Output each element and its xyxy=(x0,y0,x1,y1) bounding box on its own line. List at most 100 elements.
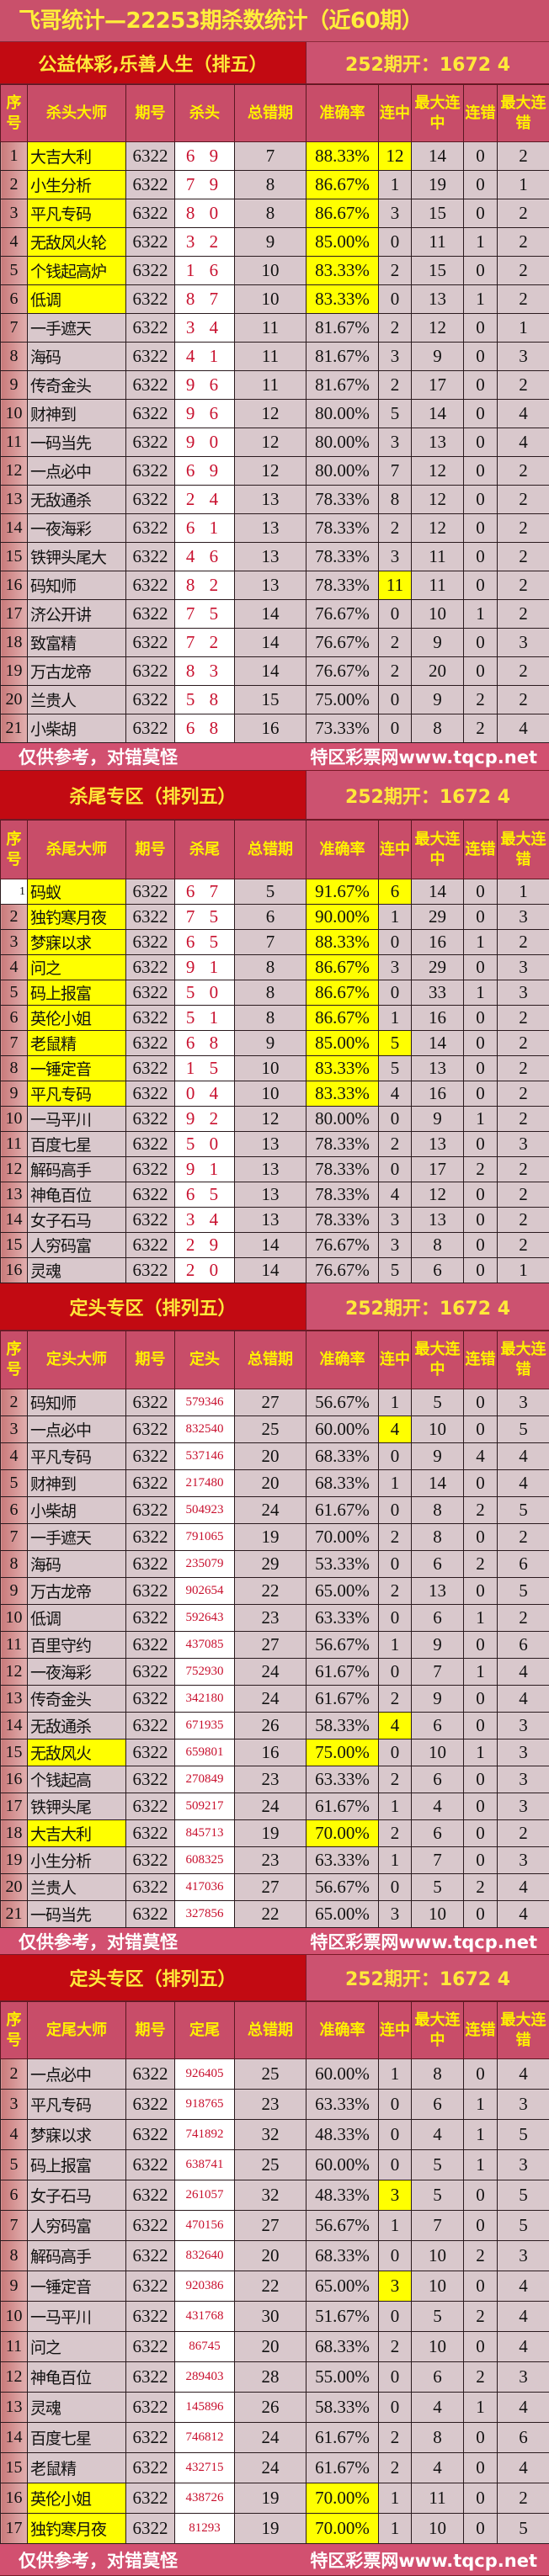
cell-kill-number: 86745 xyxy=(175,2332,235,2362)
cell-max-streak-miss: 2 xyxy=(498,1031,549,1056)
cell-max-streak-miss: 2 xyxy=(498,371,549,400)
column-header-total-errors: 总错期 xyxy=(235,1331,306,1389)
cell-issue: 6322 xyxy=(126,1713,175,1739)
cell-streak-miss: 2 xyxy=(464,2362,498,2393)
cell-total-errors: 14 xyxy=(235,1233,306,1258)
cell-streak-miss: 0 xyxy=(464,343,498,371)
column-header-kill-number: 定尾 xyxy=(175,2002,235,2059)
cell-streak-miss: 0 xyxy=(464,1416,498,1443)
site-link[interactable]: 特区彩票网www.tqcp.net xyxy=(310,2547,537,2573)
cell-index: 7 xyxy=(1,314,28,343)
disclaimer-text: 仅供参考，对错莫怪 xyxy=(19,1929,178,1954)
cell-master-name: 海码 xyxy=(28,343,126,371)
cell-issue: 6322 xyxy=(126,2423,175,2453)
cell-max-streak-miss: 4 xyxy=(498,1686,549,1713)
cell-total-errors: 13 xyxy=(235,1157,306,1182)
site-link[interactable]: 特区彩票网www.tqcp.net xyxy=(310,744,537,769)
cell-max-streak-miss: 4 xyxy=(498,1874,549,1901)
draw-result: 252期开：1672 4 xyxy=(306,1955,549,2000)
cell-index: 8 xyxy=(1,343,28,371)
cell-max-streak-hit: 16 xyxy=(412,1081,464,1107)
cell-issue: 6322 xyxy=(126,1389,175,1416)
cell-max-streak-hit: 5 xyxy=(412,2302,464,2332)
column-header-accuracy: 准确率 xyxy=(306,85,379,142)
cell-kill-number: 417036 xyxy=(175,1874,235,1901)
cell-max-streak-hit: 6 xyxy=(412,1820,464,1847)
cell-total-errors: 14 xyxy=(235,657,306,686)
cell-master-name: 老鼠精 xyxy=(28,1031,126,1056)
cell-index: 5 xyxy=(1,980,28,1006)
cell-max-streak-hit: 9 xyxy=(412,1686,464,1713)
cell-issue: 6322 xyxy=(126,2302,175,2332)
cell-accuracy: 70.00% xyxy=(306,1820,379,1847)
cell-index: 6 xyxy=(1,1497,28,1524)
cell-streak-hit: 1 xyxy=(379,1847,412,1874)
cell-max-streak-hit: 10 xyxy=(412,1739,464,1766)
cell-total-errors: 10 xyxy=(235,1081,306,1107)
cell-kill-number: 741892 xyxy=(175,2120,235,2150)
column-header-kill-number: 杀尾 xyxy=(175,821,235,879)
cell-streak-miss: 1 xyxy=(464,2120,498,2150)
cell-kill-number: 8 0 xyxy=(175,199,235,228)
cell-accuracy: 76.67% xyxy=(306,1258,379,1283)
cell-total-errors: 16 xyxy=(235,714,306,743)
cell-streak-hit: 11 xyxy=(379,571,412,600)
cell-streak-hit: 2 xyxy=(379,1524,412,1551)
column-header-total-errors: 总错期 xyxy=(235,2002,306,2059)
cell-max-streak-miss: 3 xyxy=(498,1389,549,1416)
cell-kill-number: 4 6 xyxy=(175,543,235,571)
cell-streak-miss: 0 xyxy=(464,457,498,486)
cell-index: 3 xyxy=(1,1416,28,1443)
cell-max-streak-miss: 2 xyxy=(498,930,549,955)
cell-master-name: 大吉大利 xyxy=(28,1820,126,1847)
cell-index: 17 xyxy=(1,1793,28,1820)
cell-total-errors: 20 xyxy=(235,1470,306,1497)
cell-master-name: 一马平川 xyxy=(28,2302,126,2332)
cell-kill-number: 9 0 xyxy=(175,428,235,457)
cell-kill-number: 5 0 xyxy=(175,1132,235,1157)
cell-issue: 6322 xyxy=(126,171,175,199)
column-header-issue: 期号 xyxy=(126,2002,175,2059)
cell-total-errors: 5 xyxy=(235,879,306,905)
cell-accuracy: 56.67% xyxy=(306,1632,379,1659)
cell-index: 11 xyxy=(1,2332,28,2362)
cell-kill-number: 2 9 xyxy=(175,1233,235,1258)
cell-streak-hit: 3 xyxy=(379,543,412,571)
disclaimer-text: 仅供参考，对错莫怪 xyxy=(19,744,178,769)
cell-index: 2 xyxy=(1,2059,28,2090)
cell-max-streak-miss: 3 xyxy=(498,2090,549,2120)
cell-index: 17 xyxy=(1,2514,28,2544)
cell-kill-number: 592643 xyxy=(175,1605,235,1632)
footer-banner: 仅供参考，对错莫怪 特区彩票网www.tqcp.net xyxy=(0,743,549,771)
site-link[interactable]: 特区彩票网www.tqcp.net xyxy=(310,1929,537,1954)
cell-total-errors: 22 xyxy=(235,1578,306,1605)
cell-max-streak-miss: 4 xyxy=(498,1659,549,1686)
cell-streak-hit: 3 xyxy=(379,2180,412,2211)
cell-issue: 6322 xyxy=(126,2180,175,2211)
cell-streak-miss: 2 xyxy=(464,1551,498,1578)
cell-streak-hit: 2 xyxy=(379,2332,412,2362)
cell-max-streak-miss: 2 xyxy=(498,1056,549,1081)
cell-index: 9 xyxy=(1,371,28,400)
cell-issue: 6322 xyxy=(126,1157,175,1182)
cell-index: 9 xyxy=(1,1081,28,1107)
cell-accuracy: 78.33% xyxy=(306,1182,379,1208)
column-header-index: 序号 xyxy=(1,85,28,142)
cell-index: 20 xyxy=(1,686,28,714)
cell-master-name: 海码 xyxy=(28,1551,126,1578)
cell-max-streak-miss: 2 xyxy=(498,1820,549,1847)
cell-streak-miss: 2 xyxy=(464,2241,498,2271)
cell-index: 21 xyxy=(1,1901,28,1928)
column-header-kill-number: 定头 xyxy=(175,1331,235,1389)
cell-streak-miss: 2 xyxy=(464,1157,498,1182)
